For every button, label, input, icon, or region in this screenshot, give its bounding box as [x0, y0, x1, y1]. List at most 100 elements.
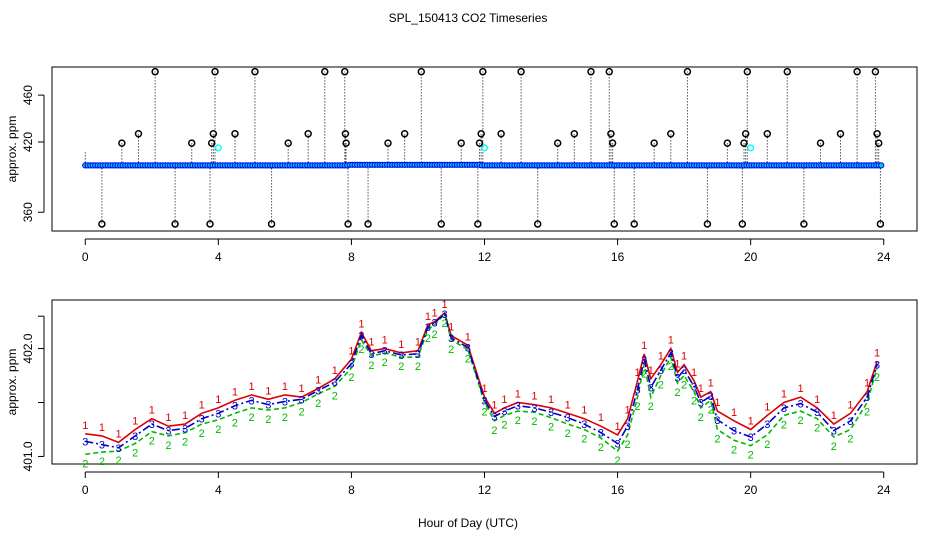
- series-3-marker: 3: [132, 431, 138, 443]
- series-1-marker: 1: [398, 339, 404, 351]
- series-2-marker: 2: [99, 456, 105, 468]
- spike-point: [479, 67, 487, 76]
- series-2-marker: 2: [698, 412, 704, 424]
- series-3-marker: 3: [864, 392, 870, 404]
- spike-point: [98, 220, 106, 228]
- series-3-marker: 3: [115, 443, 121, 455]
- top-plot-frame: [51, 66, 918, 232]
- spike-point: [304, 130, 312, 138]
- spike-point: [475, 139, 484, 147]
- top-y-tick-label: 420: [21, 132, 35, 152]
- spike-point: [703, 220, 712, 228]
- spike-point: [118, 139, 126, 147]
- top-y-axis-label: approx. ppm: [5, 116, 19, 183]
- series-1-marker: 1: [425, 311, 431, 323]
- series-2-marker: 2: [358, 344, 364, 356]
- series-3-marker: 3: [149, 419, 155, 431]
- series-2-marker: 2: [874, 372, 880, 384]
- x-axis-label: Hour of Day (UTC): [418, 516, 518, 530]
- series-1-marker: 1: [491, 399, 497, 411]
- series-3-marker: 3: [348, 359, 354, 371]
- series-1-marker: 1: [442, 299, 448, 311]
- series-2-marker: 2: [398, 361, 404, 373]
- series-1-marker: 1: [797, 383, 803, 395]
- spike-point: [876, 220, 885, 228]
- series-2-marker: 2: [432, 329, 438, 341]
- series-3-marker: 3: [548, 407, 554, 419]
- series-1-marker: 1: [265, 385, 271, 397]
- series-2-marker: 2: [149, 436, 155, 448]
- series-1-marker: 1: [531, 391, 537, 403]
- series-1-marker: 1: [515, 389, 521, 401]
- series-2-marker: 2: [82, 458, 88, 470]
- series-2-marker: 2: [232, 417, 238, 429]
- series-2-marker: 2: [764, 439, 770, 451]
- spike-point: [783, 67, 791, 76]
- series-1-marker: 1: [864, 378, 870, 390]
- spike-point: [871, 67, 880, 76]
- spike-point: [667, 130, 675, 138]
- series-2-marker: 2: [831, 441, 837, 453]
- series-2-marker: 2: [249, 412, 255, 424]
- top-y-tick-label: 360: [21, 202, 35, 222]
- series-3-marker: 3: [515, 401, 521, 413]
- series-3-marker: 3: [265, 400, 271, 412]
- series-2-marker: 2: [668, 361, 674, 373]
- bottom-y-tick-label: 401.0: [21, 441, 35, 471]
- series-2-marker: 2: [781, 419, 787, 431]
- series-3-marker: 3: [481, 395, 487, 407]
- series-3-marker: 3: [215, 408, 221, 420]
- series-3-marker: 3: [764, 419, 770, 431]
- series-1-marker: 1: [82, 420, 88, 432]
- series-1-marker: 1: [132, 415, 138, 427]
- spike-point: [474, 220, 482, 228]
- series-2-marker: 2: [515, 415, 521, 427]
- series-1-marker: 1: [668, 335, 674, 347]
- spike-point: [321, 67, 329, 76]
- series-3-marker: 3: [398, 350, 404, 362]
- series-1-marker: 1: [199, 399, 205, 411]
- series-3-marker: 3: [681, 365, 687, 377]
- series-3-marker: 3: [425, 322, 431, 334]
- series-2-marker: 2: [199, 428, 205, 440]
- series-1-marker: 1: [149, 405, 155, 417]
- series-3-marker: 3: [249, 395, 255, 407]
- series-3-marker: 3: [797, 399, 803, 411]
- series-2-marker: 2: [382, 357, 388, 369]
- series-1-marker: 1: [748, 415, 754, 427]
- series-2-marker: 2: [425, 333, 431, 345]
- series-3-marker: 3: [442, 309, 448, 321]
- series-1-marker: 1: [358, 318, 364, 330]
- series-2-marker: 2: [624, 439, 630, 451]
- series-3-marker: 3: [781, 403, 787, 415]
- spike-point: [384, 139, 392, 147]
- top-x-tick-label: 16: [611, 250, 625, 264]
- series-2-marker: 2: [315, 398, 321, 410]
- spike-point: [497, 130, 505, 138]
- spike-point: [738, 220, 747, 228]
- bottom-plot-frame: [51, 299, 918, 465]
- series-1-marker: 1: [548, 394, 554, 406]
- series-2-marker: 2: [442, 318, 448, 330]
- series-3-marker: 3: [831, 426, 837, 438]
- series-3-marker: 3: [814, 407, 820, 419]
- series-2-marker: 2: [797, 415, 803, 427]
- series-3-marker: 3: [368, 349, 374, 361]
- bottom-x-tick-label: 8: [348, 483, 355, 497]
- series-2-marker: 2: [348, 372, 354, 384]
- spike-point: [231, 130, 239, 138]
- spike-point: [341, 67, 349, 76]
- series-1-marker: 1: [624, 405, 630, 417]
- series-2-marker: 2: [714, 433, 720, 445]
- spike-point: [517, 67, 525, 76]
- spike-point: [341, 130, 350, 138]
- series-2-marker: 2: [115, 455, 121, 467]
- series-1-marker: 1: [698, 383, 704, 395]
- series-2-marker: 2: [814, 423, 820, 435]
- series-2-marker: 2: [565, 428, 571, 440]
- series-3-marker: 3: [598, 428, 604, 440]
- series-2-marker: 2: [864, 407, 870, 419]
- spike-point: [836, 130, 845, 138]
- series-3-marker: 3: [624, 421, 630, 433]
- top-x-tick-label: 20: [744, 250, 758, 264]
